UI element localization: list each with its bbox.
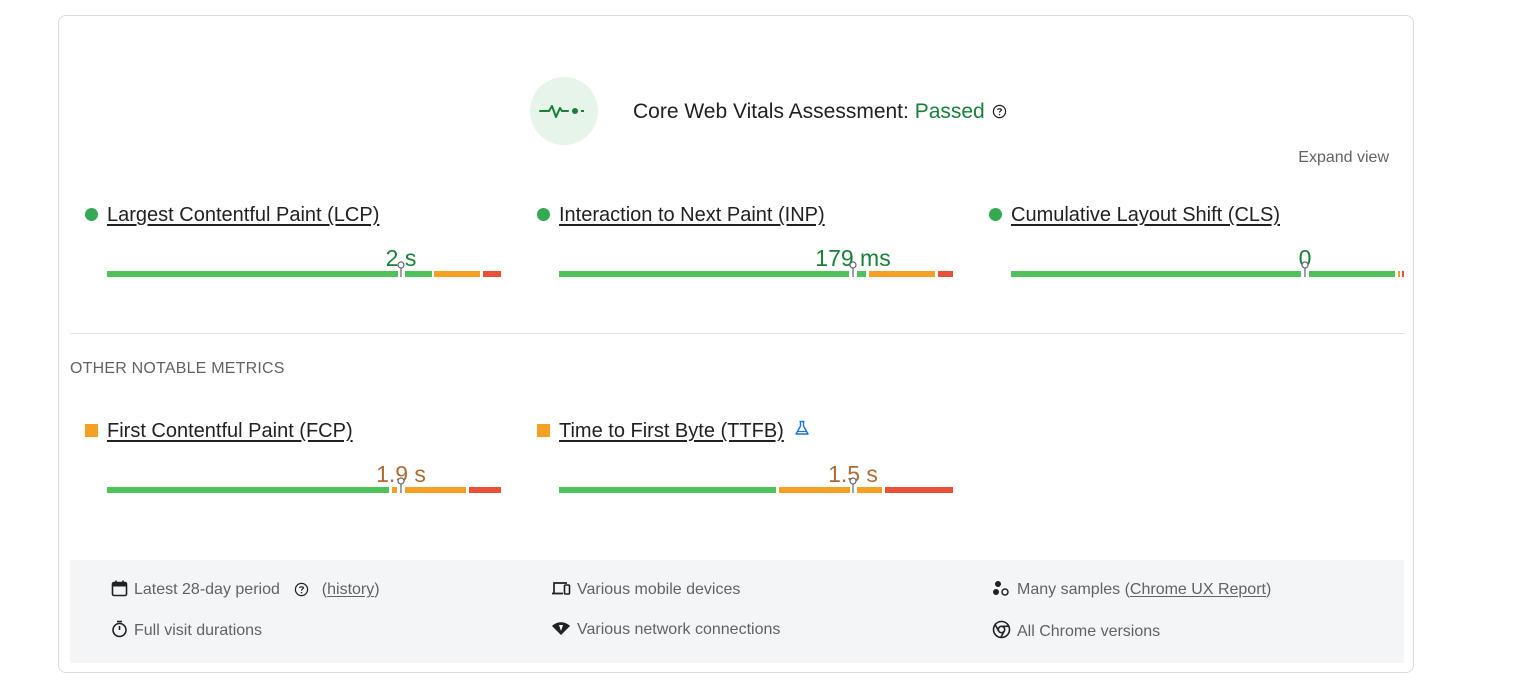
needs-improvement-segment — [1398, 271, 1400, 277]
data-source-footer: Latest 28-day period (history) Full visi… — [70, 560, 1404, 663]
samples-suffix: ) — [1265, 581, 1272, 598]
samples-info: Many samples (Chrome UX Report) — [992, 580, 1271, 600]
durations-info: Full visit durations — [111, 620, 262, 641]
good-segment — [1011, 271, 1301, 277]
needs-improvement-segment — [434, 271, 480, 277]
history-link[interactable]: history — [327, 581, 375, 598]
poor-segment — [885, 487, 953, 493]
percentile-marker-icon — [849, 477, 857, 493]
assessment-title: Core Web Vitals Assessment: Passed — [633, 98, 1007, 126]
poor-segment — [1402, 271, 1404, 277]
stopwatch-icon — [112, 620, 127, 638]
metric-cls-distribution-bar — [1011, 261, 1405, 277]
needs-improvement-segment — [869, 271, 935, 277]
metric-lcp-distribution-bar — [107, 261, 501, 277]
percentile-marker-icon — [1301, 261, 1309, 277]
section-divider — [70, 333, 1404, 334]
percentile-marker-icon — [397, 261, 405, 277]
other-metrics-heading: OTHER NOTABLE METRICS — [70, 360, 285, 377]
needs-improvement-indicator-icon — [85, 424, 98, 437]
poor-segment — [469, 487, 501, 493]
needs-improvement-segment — [779, 487, 850, 493]
period-info: Latest 28-day period (history) — [111, 580, 380, 600]
samples-icon — [993, 581, 1009, 596]
metric-inp-distribution-bar — [559, 261, 953, 277]
poor-segment — [938, 271, 953, 277]
expand-view-button[interactable]: Expand view — [1298, 149, 1389, 166]
devices-label: Various mobile devices — [577, 581, 741, 598]
versions-info: All Chrome versions — [992, 620, 1160, 642]
samples-prefix: Many samples ( — [1017, 581, 1130, 598]
assessment-title-prefix: Core Web Vitals Assessment: — [633, 100, 915, 123]
chrome-icon — [992, 620, 1011, 639]
needs-improvement-segment — [405, 487, 466, 493]
metric-ttfb-distribution-bar — [559, 477, 953, 493]
good-segment — [857, 271, 866, 277]
help-icon[interactable] — [992, 104, 1007, 119]
good-indicator-icon — [537, 208, 550, 221]
metric-fcp-distribution-bar — [107, 477, 501, 493]
metric-ttfb-link[interactable]: Time to First Byte (TTFB) — [559, 420, 784, 442]
metric-cls: Cumulative Layout Shift (CLS) 0 — [989, 201, 1405, 301]
vitals-pulse-icon — [530, 77, 598, 145]
good-segment — [1309, 271, 1395, 277]
percentile-marker-icon — [849, 261, 857, 277]
metric-inp-link[interactable]: Interaction to Next Paint (INP) — [559, 204, 825, 226]
needs-improvement-indicator-icon — [537, 424, 550, 437]
network-icon — [552, 622, 570, 635]
metric-ttfb: Time to First Byte (TTFB) 1.5 s — [537, 417, 953, 517]
metric-lcp: Largest Contentful Paint (LCP) 2 s — [85, 201, 501, 301]
metric-fcp: First Contentful Paint (FCP) 1.9 s — [85, 417, 501, 517]
needs-improvement-segment — [392, 487, 397, 493]
period-label: Latest 28-day period — [134, 581, 280, 598]
good-segment — [107, 271, 398, 277]
network-label: Various network connections — [577, 621, 781, 638]
cwv-card: Core Web Vitals Assessment: Passed Expan… — [58, 15, 1414, 673]
calendar-icon — [111, 580, 128, 597]
good-indicator-icon — [85, 208, 98, 221]
good-indicator-icon — [989, 208, 1002, 221]
metric-cls-link[interactable]: Cumulative Layout Shift (CLS) — [1011, 204, 1281, 226]
help-icon[interactable] — [294, 582, 309, 597]
devices-icon — [552, 582, 571, 595]
good-segment — [559, 271, 849, 277]
metric-fcp-link[interactable]: First Contentful Paint (FCP) — [107, 420, 353, 442]
durations-label: Full visit durations — [134, 622, 263, 639]
versions-label: All Chrome versions — [1017, 623, 1161, 640]
poor-segment — [483, 271, 501, 277]
assessment-status: Passed — [914, 100, 985, 123]
good-segment — [107, 487, 389, 493]
needs-improvement-segment — [857, 487, 882, 493]
good-segment — [405, 271, 432, 277]
good-segment — [559, 487, 776, 493]
chrome-ux-report-link[interactable]: Chrome UX Report — [1129, 581, 1266, 598]
percentile-marker-icon — [397, 477, 405, 493]
metric-lcp-link[interactable]: Largest Contentful Paint (LCP) — [107, 204, 380, 226]
metric-inp: Interaction to Next Paint (INP) 179 ms — [537, 201, 953, 301]
devices-info: Various mobile devices — [551, 580, 740, 600]
flask-icon — [795, 420, 809, 435]
network-info: Various network connections — [551, 620, 780, 640]
